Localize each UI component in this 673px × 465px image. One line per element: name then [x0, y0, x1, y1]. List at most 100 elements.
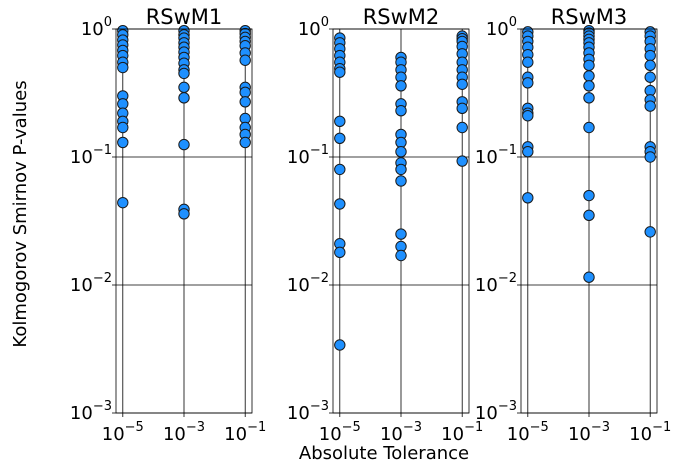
data-point — [644, 100, 656, 112]
y-tick-label-base: 10 — [287, 147, 310, 168]
y-tick-label: 10−2 — [70, 271, 112, 296]
data-point — [178, 208, 190, 220]
y-tick-label-exponent: −3 — [93, 399, 112, 414]
y-tick-label: 10−2 — [287, 271, 329, 296]
data-point — [334, 339, 346, 351]
data-point — [644, 151, 656, 163]
data-point — [395, 228, 407, 240]
y-tick-label-exponent: −2 — [310, 271, 329, 286]
data-point — [583, 80, 595, 92]
data-point — [644, 49, 656, 62]
data-point — [178, 138, 190, 151]
y-tick-label: 100 — [298, 15, 329, 40]
x-tick-label: 10−5 — [507, 420, 549, 445]
data-point — [522, 192, 534, 204]
panel-title: RSwM1 — [146, 5, 223, 29]
data-point — [178, 92, 190, 104]
panel-title: RSwM2 — [363, 5, 440, 29]
y-tick-label: 10−1 — [70, 143, 112, 168]
data-point — [395, 104, 407, 117]
data-point — [644, 226, 656, 238]
y-tick-label-exponent: 0 — [321, 15, 329, 30]
data-point — [117, 61, 129, 74]
x-tick-label-exponent: −5 — [342, 420, 361, 435]
plot-frame — [332, 28, 470, 414]
x-tick-label-base: 10 — [629, 424, 652, 445]
y-tick-label: 100 — [81, 15, 112, 40]
x-tick-label-base: 10 — [507, 424, 530, 445]
x-tick-label: 10−3 — [163, 420, 205, 445]
plot-frame — [520, 28, 658, 414]
x-axis-label: Absolute Tolerance — [299, 443, 469, 464]
x-tick-label: 10−3 — [380, 420, 422, 445]
x-tick-label-exponent: −1 — [247, 420, 266, 435]
y-tick-label: 10−1 — [475, 143, 517, 168]
x-tick-label-exponent: −5 — [530, 420, 549, 435]
x-tick-label: 10−3 — [568, 420, 610, 445]
y-tick-label-exponent: −3 — [498, 399, 517, 414]
y-tick-label: 10−3 — [287, 399, 329, 424]
data-point — [334, 66, 346, 78]
data-point — [583, 70, 595, 82]
x-tick-label-exponent: −1 — [464, 420, 483, 435]
data-point — [395, 146, 407, 158]
data-point — [583, 121, 595, 134]
data-point — [644, 59, 656, 72]
x-tick-label-exponent: −3 — [403, 420, 422, 435]
x-tick-label: 10−1 — [224, 420, 266, 445]
data-point — [395, 249, 407, 262]
data-point — [239, 54, 251, 66]
data-point — [334, 163, 346, 176]
x-tick-label-exponent: −3 — [591, 420, 610, 435]
y-tick-label: 10−1 — [287, 143, 329, 168]
data-point — [456, 102, 468, 115]
y-tick-label-exponent: 0 — [104, 15, 112, 30]
x-tick-label: 10−1 — [629, 420, 671, 445]
x-tick-label-exponent: −5 — [125, 420, 144, 435]
data-point — [644, 71, 656, 83]
y-tick-label-base: 10 — [70, 147, 93, 168]
data-point — [395, 80, 407, 92]
data-point — [522, 56, 534, 68]
y-tick-label-base: 10 — [287, 403, 310, 424]
data-point — [334, 115, 346, 128]
data-point — [583, 271, 595, 283]
y-tick-label-exponent: 0 — [509, 15, 517, 30]
y-tick-label: 10−3 — [475, 399, 517, 424]
x-tick-label: 10−1 — [441, 420, 483, 445]
y-tick-label-base: 10 — [475, 147, 498, 168]
data-point — [334, 198, 346, 210]
data-point — [117, 136, 129, 149]
x-tick-label-base: 10 — [319, 424, 342, 445]
data-point — [522, 110, 534, 122]
y-tick-label-exponent: −1 — [310, 143, 329, 158]
data-point — [334, 246, 346, 259]
x-tick-label-exponent: −3 — [186, 420, 205, 435]
y-tick-label-base: 10 — [475, 275, 498, 296]
data-point — [117, 121, 129, 134]
x-tick-label-base: 10 — [224, 424, 247, 445]
plot-frame — [115, 28, 253, 414]
x-tick-label: 10−5 — [319, 420, 361, 445]
x-tick-label-base: 10 — [568, 424, 591, 445]
y-tick-label-exponent: −1 — [93, 143, 112, 158]
y-tick-label: 100 — [486, 15, 517, 40]
data-point — [117, 196, 129, 209]
data-point — [522, 146, 534, 158]
x-tick-label-base: 10 — [163, 424, 186, 445]
data-point — [583, 209, 595, 222]
data-point — [583, 59, 595, 72]
y-tick-label-base: 10 — [486, 19, 509, 40]
x-tick-label-base: 10 — [441, 424, 464, 445]
y-tick-label: 10−2 — [475, 271, 517, 296]
data-point — [178, 67, 190, 80]
y-tick-label-exponent: −2 — [498, 271, 517, 286]
data-point — [334, 132, 346, 144]
data-point — [395, 163, 407, 176]
y-tick-label-base: 10 — [298, 19, 321, 40]
data-point — [456, 155, 468, 167]
y-tick-label-base: 10 — [287, 275, 310, 296]
